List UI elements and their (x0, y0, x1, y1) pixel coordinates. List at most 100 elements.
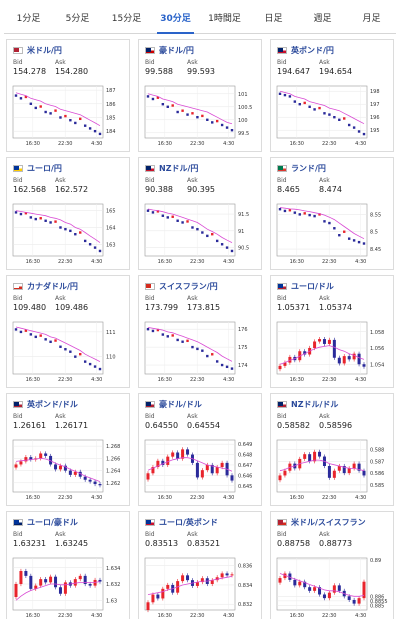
candle-body (156, 594, 160, 599)
price-point (29, 333, 33, 336)
tab-1[interactable]: 5分足 (65, 14, 90, 24)
pair-name-link[interactable]: NZドル/円 (159, 163, 199, 173)
pair-name-link[interactable]: ランド/円 (291, 163, 326, 173)
x-tick-label: 16:30 (158, 141, 172, 147)
candle-body (313, 341, 317, 348)
tab-5[interactable]: 日足 (264, 14, 283, 24)
price-point (49, 112, 52, 115)
card-header: 英ポンド/円 (277, 43, 393, 57)
price-point (176, 219, 179, 222)
pair-name-link[interactable]: ユーロ/ドル (291, 281, 334, 291)
y-tick-label: 0.8855 (370, 599, 388, 605)
quote-labels: Bid Ask (145, 413, 261, 420)
plot-frame (276, 203, 368, 257)
rate-card[interactable]: ユーロ/ドル Bid Ask 1.05371 1.05374 1.054 1.056 1.05… (270, 275, 394, 388)
bid-value: 0.64550 (145, 421, 179, 430)
pair-name-link[interactable]: 豪ドル/ドル (159, 399, 202, 409)
pair-name-link[interactable]: 米ドル/円 (27, 45, 62, 55)
rate-card[interactable]: ユーロ/豪ドル Bid Ask 1.63231 1.63245 1.63 1.632 1.63… (6, 511, 130, 619)
price-point (24, 95, 28, 99)
rate-card[interactable]: ユーロ/円 Bid Ask 162.568 162.572 163 164 165 16:30 2… (6, 157, 130, 270)
candle-body (68, 470, 72, 475)
rate-card[interactable]: カナダドル/円 Bid Ask 109.480 109.486 110 111 16:30 22… (6, 275, 130, 388)
moving-average-line (15, 92, 101, 127)
rate-card[interactable]: 英ポンド/ドル Bid Ask 1.26161 1.26171 1.262 1.264 1.2… (6, 393, 130, 506)
moving-average-line (15, 210, 101, 243)
flag-icon (145, 400, 155, 408)
price-point (93, 129, 97, 133)
quote-labels: Bid Ask (277, 59, 393, 66)
candle-body (171, 452, 175, 457)
bid-value: 90.388 (145, 185, 173, 194)
price-point (14, 94, 18, 97)
pair-name-link[interactable]: 米ドル/スイスフラン (291, 517, 366, 527)
price-point (196, 347, 199, 351)
price-point (93, 365, 97, 368)
bid-value: 154.278 (13, 67, 47, 76)
ask-label: Ask (55, 295, 66, 302)
candle-body (357, 463, 361, 471)
flag-icon (277, 46, 287, 54)
candle-body (308, 454, 312, 462)
y-tick-label: 1.262 (106, 481, 120, 487)
x-tick-label: 16:30 (290, 377, 304, 383)
y-tick-label: 100 (238, 118, 248, 124)
rate-card[interactable]: NZドル/円 Bid Ask 90.388 90.395 90.5 91 91.5 16:30 2… (138, 157, 262, 270)
moving-average-line (279, 207, 365, 240)
rate-card[interactable]: 米ドル/スイスフラン Bid Ask 0.88758 0.88773 0.885 0.885… (270, 511, 394, 619)
ask-label: Ask (187, 531, 198, 538)
y-tick-label: 1.632 (106, 582, 120, 588)
tab-7[interactable]: 月足 (362, 14, 381, 24)
tab-4[interactable]: 1時間足 (208, 14, 241, 24)
ask-value: 173.815 (187, 303, 221, 312)
price-point (191, 345, 194, 349)
price-point (64, 348, 67, 351)
price-point (98, 367, 102, 371)
flag-icon (13, 518, 23, 526)
tab-6[interactable]: 週足 (313, 14, 332, 24)
ask-label: Ask (187, 295, 198, 302)
price-point (347, 237, 351, 240)
rate-card[interactable]: 豪ドル/円 Bid Ask 99.588 99.593 99.5 100 100.5 101 16… (138, 39, 262, 152)
moving-average-line (147, 575, 233, 595)
pair-name-link[interactable]: カナダドル/円 (27, 281, 78, 291)
x-tick-label: 22:30 (58, 141, 72, 147)
pair-name-link[interactable]: 英ポンド/ドル (27, 399, 78, 409)
y-tick-label: 0.886 (370, 594, 384, 600)
bid-label: Bid (145, 413, 155, 420)
pair-name-link[interactable]: ユーロ/英ポンド (159, 517, 218, 527)
tab-3[interactable]: 30分足 (151, 4, 200, 34)
rate-card[interactable]: NZドル/ドル Bid Ask 0.58582 0.58596 0.585 0.586 0.5… (270, 393, 394, 506)
x-tick-label: 4:30 (223, 495, 234, 501)
y-tick-label: 198 (370, 89, 380, 95)
pair-name-link[interactable]: ユーロ/豪ドル (27, 517, 78, 527)
x-tick-label: 4:30 (223, 613, 234, 619)
plot-frame (12, 439, 104, 493)
card-header: スイスフラン/円 (145, 279, 261, 293)
candle-body (278, 475, 282, 481)
pair-name-link[interactable]: ユーロ/円 (27, 163, 62, 173)
rate-card[interactable]: スイスフラン/円 Bid Ask 173.799 173.815 174 175 176 16:… (138, 275, 262, 388)
rate-card[interactable]: 豪ドル/ドル Bid Ask 0.64550 0.64554 0.645 0.646 0.64… (138, 393, 262, 506)
rate-card[interactable]: 英ポンド/円 Bid Ask 194.647 194.654 195 196 197 198 16… (270, 39, 394, 152)
rate-card[interactable]: ランド/円 Bid Ask 8.465 8.474 8.45 8.5 8.55 16:30 22:… (270, 157, 394, 270)
x-tick-label: 4:30 (355, 495, 366, 501)
rate-card[interactable]: 米ドル/円 Bid Ask 154.278 154.280 184 185 186 187 16:… (6, 39, 130, 152)
quote-values: 8.465 8.474 (277, 185, 393, 194)
pair-name-link[interactable]: 豪ドル/円 (159, 45, 194, 55)
x-tick-label: 4:30 (91, 613, 102, 619)
pair-name-link[interactable]: NZドル/ドル (291, 399, 339, 409)
moving-average-line (147, 327, 233, 362)
y-tick-label: 0.647 (238, 463, 252, 469)
rate-card[interactable]: ユーロ/英ポンド Bid Ask 0.83513 0.83521 0.832 0.834 0.… (138, 511, 262, 619)
pair-name-link[interactable]: 英ポンド/円 (291, 45, 334, 55)
candle-body (283, 573, 287, 579)
candle-body (39, 579, 43, 586)
x-tick-label: 4:30 (91, 495, 102, 501)
pair-name-link[interactable]: スイスフラン/円 (159, 281, 218, 291)
tab-0[interactable]: 1分足 (16, 14, 41, 24)
flag-icon (13, 282, 23, 290)
tab-2[interactable]: 15分足 (111, 14, 142, 24)
y-tick-label: 0.832 (238, 602, 252, 608)
y-tick-label: 197 (370, 102, 380, 108)
